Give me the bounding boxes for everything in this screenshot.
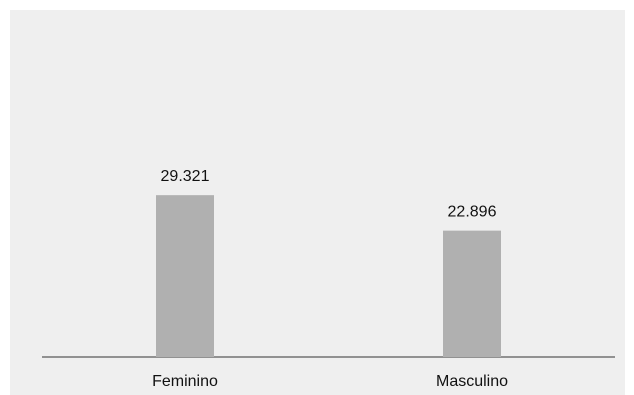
value-label-masculino: 22.896 <box>448 204 497 221</box>
bar-masculino <box>443 230 501 357</box>
category-label-masculino: Masculino <box>436 373 508 390</box>
bar-feminino <box>156 195 214 357</box>
value-label-feminino: 29.321 <box>161 168 210 185</box>
category-label-feminino: Feminino <box>152 373 218 390</box>
chart-background <box>10 10 625 395</box>
